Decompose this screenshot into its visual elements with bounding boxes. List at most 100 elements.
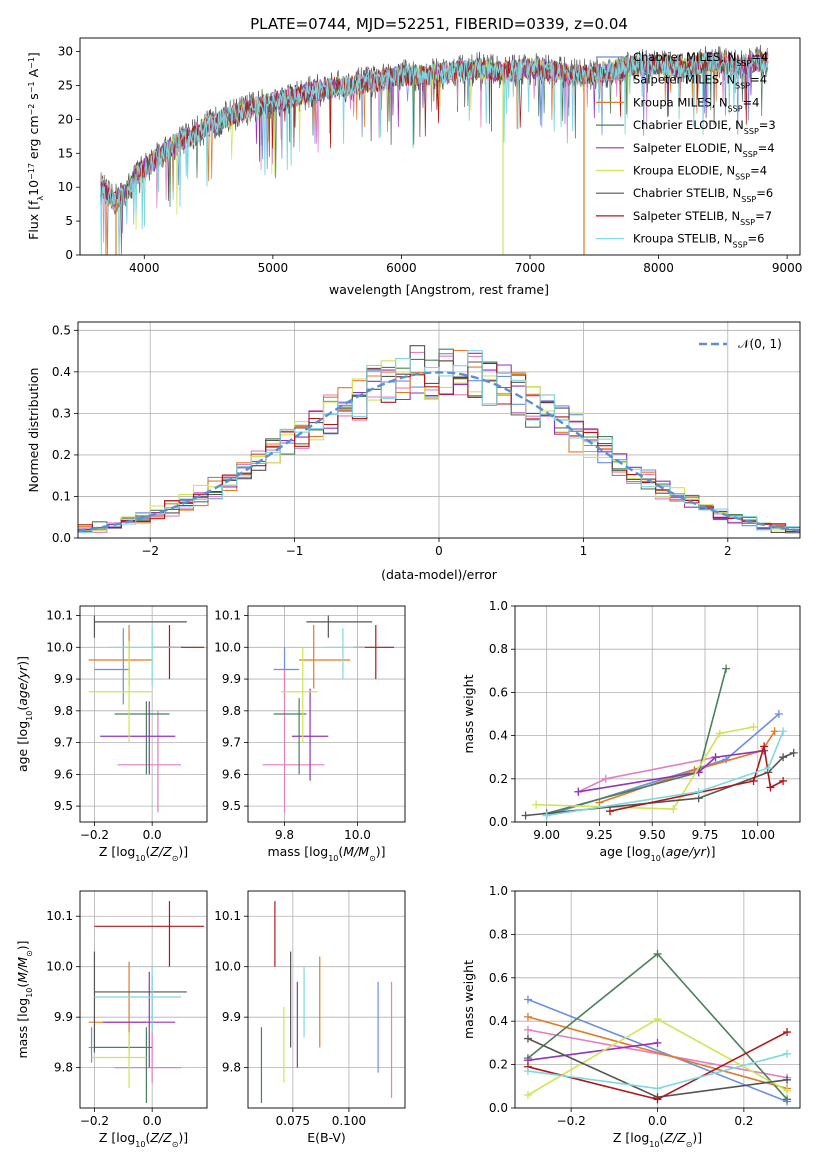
y-tick-label: 0.1: [52, 489, 71, 503]
x-axis-label: Z [log10(Z/Z⊙)]: [613, 1130, 702, 1149]
y-axis-label: age [log10(age/yr)]: [15, 656, 34, 772]
legend: Chabrier MILES, NSSP=4 Salpeter MILES, NS…: [596, 50, 776, 249]
x-axis-label: wavelength [Angstrom, rest frame]: [329, 282, 549, 297]
y-tick-label: 9.5: [222, 799, 241, 813]
weight-vs-Z-axes: −0.2 0.0 0.2 0.0 0.2 0.4 0.6 0.8 1.0: [489, 884, 801, 1128]
y-tick-label: 9.9: [54, 1010, 73, 1024]
y-axis-label: Normed distribution: [26, 368, 41, 493]
weight-marker: [783, 1028, 792, 1037]
x-tick-label: −0.2: [80, 828, 109, 842]
weight-marker: [715, 729, 724, 738]
x-tick-label: 9.50: [639, 828, 666, 842]
y-tick-label: 20: [58, 112, 73, 126]
x-tick-label: 10.0: [344, 828, 371, 842]
mass-vs-EBV-axes: 0.075 0.100 9.8 9.9 10.0 10.1: [214, 890, 406, 1128]
weight-marker: [523, 1012, 532, 1021]
weight-marker: [653, 1084, 662, 1093]
x-axis-label: E(B-V): [307, 1130, 346, 1145]
y-tick-label: 10.1: [214, 909, 241, 923]
x-tick-label: 8000: [643, 261, 674, 275]
y-tick-label: 5: [65, 214, 73, 228]
y-tick-label: 9.9: [54, 672, 73, 686]
y-tick-label: 0.4: [489, 729, 508, 743]
x-tick-label: 0.0: [143, 1114, 162, 1128]
x-tick-label: 9.75: [692, 828, 719, 842]
axes-frame: [247, 605, 406, 823]
age-vs-Z-axes: −0.2 0.0 9.5 9.6 9.7 9.8 9.9 10.0 10.1: [46, 605, 208, 842]
x-tick-label: 9.00: [533, 828, 560, 842]
weight-series-line: [527, 1016, 788, 1090]
weight-marker: [779, 753, 788, 762]
x-tick-label: 6000: [386, 261, 417, 275]
weight-marker: [722, 664, 731, 673]
x-tick-label: 9.25: [586, 828, 613, 842]
x-tick-label: 10.00: [741, 828, 775, 842]
legend-entry: Kroupa MILES, NSSP=4: [633, 95, 759, 113]
spectrum-axes: 4000 5000 6000 7000 8000 9000 0 5 10 15 20 25 30 Chab…: [58, 37, 802, 275]
histogram-series: [78, 348, 800, 532]
weight-marker: [783, 1075, 792, 1084]
weight-marker: [749, 776, 758, 785]
weight-marker: [779, 727, 788, 736]
legend-entry: Salpeter MILES, NSSP=4: [633, 73, 767, 91]
weight-marker: [523, 1090, 532, 1099]
axes-frame: [79, 890, 208, 1109]
axes-frame: [79, 37, 801, 256]
y-tick-label: 9.9: [222, 672, 241, 686]
y-tick-label: 10.1: [46, 909, 73, 923]
weight-series-line: [527, 1029, 788, 1079]
axes-frame: [77, 321, 801, 539]
y-tick-label: 10.0: [46, 640, 73, 654]
weight-marker: [523, 1067, 532, 1076]
mass-vs-Z-axes: −0.2 0.0 9.8 9.9 10.0 10.1: [46, 890, 208, 1128]
weight-series-line: [546, 731, 784, 817]
x-tick-label: 0.100: [332, 1114, 366, 1128]
y-tick-label: 30: [58, 45, 73, 59]
legend-entry: Kroupa ELODIE, NSSP=4: [633, 164, 767, 182]
x-tick-label: 0.2: [734, 1114, 753, 1128]
y-tick-label: 9.6: [54, 767, 73, 781]
axes-frame: [514, 890, 801, 1109]
y-tick-label: 0.0: [489, 815, 508, 829]
y-tick-label: 0.2: [489, 772, 508, 786]
y-tick-label: 10.0: [214, 640, 241, 654]
y-axis-label: mass weight: [461, 960, 476, 1039]
y-tick-label: 10: [58, 180, 73, 194]
y-tick-label: 0.0: [489, 1101, 508, 1115]
legend-entry: Chabrier ELODIE, NSSP=3: [633, 118, 776, 136]
y-tick-label: 10.1: [214, 609, 241, 623]
y-axis-label: Flux [fλ10−17 erg cm−2 s−1 A−1]: [26, 52, 45, 240]
spectrum-model-line: [100, 51, 769, 255]
weight-marker: [653, 1038, 662, 1047]
weight-marker: [766, 783, 775, 792]
weight-marker: [606, 807, 614, 816]
weight-marker: [653, 1015, 662, 1024]
y-tick-label: 9.7: [54, 736, 73, 750]
weight-marker: [783, 1049, 792, 1058]
y-axis-label: mass [log10(M/M⊙)]: [15, 940, 34, 1058]
x-tick-label: −0.2: [80, 1114, 109, 1128]
y-tick-label: 9.6: [222, 767, 241, 781]
y-tick-label: 10.0: [46, 960, 73, 974]
weight-marker: [521, 811, 530, 820]
x-axis-label: Z [log10(Z/Z⊙)]: [99, 1130, 188, 1149]
y-tick-label: 10.0: [214, 960, 241, 974]
y-tick-label: 0: [65, 248, 73, 262]
x-tick-label: 5000: [258, 261, 289, 275]
weight-marker: [779, 776, 788, 785]
weight-marker: [694, 787, 703, 796]
weight-marker: [749, 722, 758, 731]
weight-marker: [523, 1025, 532, 1034]
weight-series-line: [527, 998, 788, 1103]
weight-marker: [789, 748, 798, 757]
x-tick-label: 1: [580, 544, 588, 558]
x-axis-label: Z [log10(Z/Z⊙)]: [99, 844, 188, 863]
weight-marker: [523, 1034, 532, 1043]
weight-marker: [523, 995, 532, 1004]
x-tick-label: −0.2: [557, 1114, 586, 1128]
legend-entry: Salpeter STELIB, NSSP=7: [633, 209, 772, 227]
y-tick-label: 9.8: [54, 704, 73, 718]
x-tick-label: 9.8: [275, 828, 294, 842]
weight-marker: [770, 727, 779, 736]
weight-marker: [711, 753, 720, 762]
